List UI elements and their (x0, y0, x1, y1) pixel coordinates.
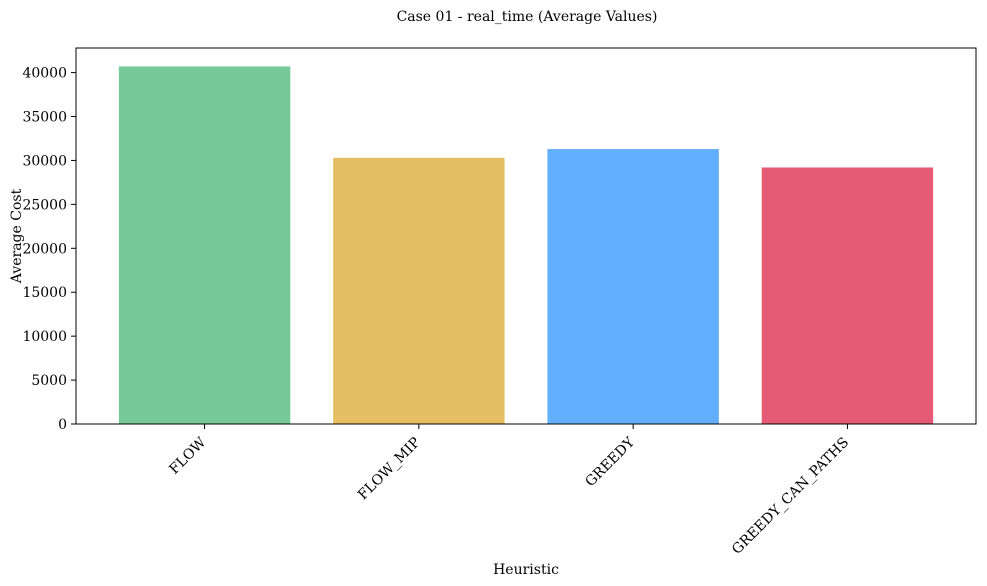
bar-flow (118, 66, 291, 424)
bar-flow-mip (333, 157, 505, 424)
y-tick-label: 10000 (22, 329, 67, 345)
bars-layer (118, 66, 934, 425)
x-tick-label: FLOW (166, 434, 209, 477)
y-axis: 0 5000 10000 15000 20000 25000 30000 35000 40000 (22, 66, 76, 433)
x-axis-label: Heuristic (493, 562, 559, 578)
y-axis-label: Average Cost (9, 188, 25, 284)
x-tick-label: GREEDY_CAN_PATHS (729, 435, 852, 558)
x-tick-label: GREEDY (582, 434, 638, 490)
bar-greedy-can-paths (761, 167, 934, 425)
y-tick-label: 15000 (22, 285, 67, 301)
y-tick-label: 5000 (31, 373, 67, 389)
plot-frame (75, 47, 977, 425)
y-tick-label: 40000 (22, 66, 67, 82)
bar-greedy (547, 149, 719, 425)
chart-title: Case 01 - real_time (Average Values) (397, 9, 658, 25)
x-axis: FLOW FLOW_MIP GREEDY GREEDY_CAN_PATHS (166, 424, 852, 558)
y-tick-label: 0 (58, 417, 67, 433)
y-tick-label: 20000 (22, 241, 67, 257)
y-tick-label: 25000 (22, 197, 67, 213)
x-tick-label: FLOW_MIP (355, 435, 424, 504)
y-tick-label: 30000 (22, 153, 67, 169)
y-tick-label: 35000 (22, 110, 67, 126)
